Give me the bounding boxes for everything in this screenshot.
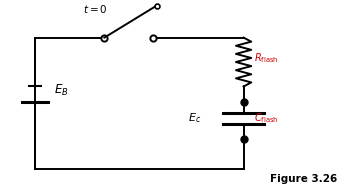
Text: $R_{\mathregular{flash}}$: $R_{\mathregular{flash}}$: [254, 51, 279, 65]
Text: $E_B$: $E_B$: [54, 83, 69, 98]
Text: $t = 0$: $t = 0$: [84, 3, 108, 15]
Text: $E_c$: $E_c$: [188, 111, 201, 125]
Text: $C_{\mathregular{flash}}$: $C_{\mathregular{flash}}$: [254, 111, 279, 125]
Text: Figure 3.26: Figure 3.26: [270, 174, 338, 184]
